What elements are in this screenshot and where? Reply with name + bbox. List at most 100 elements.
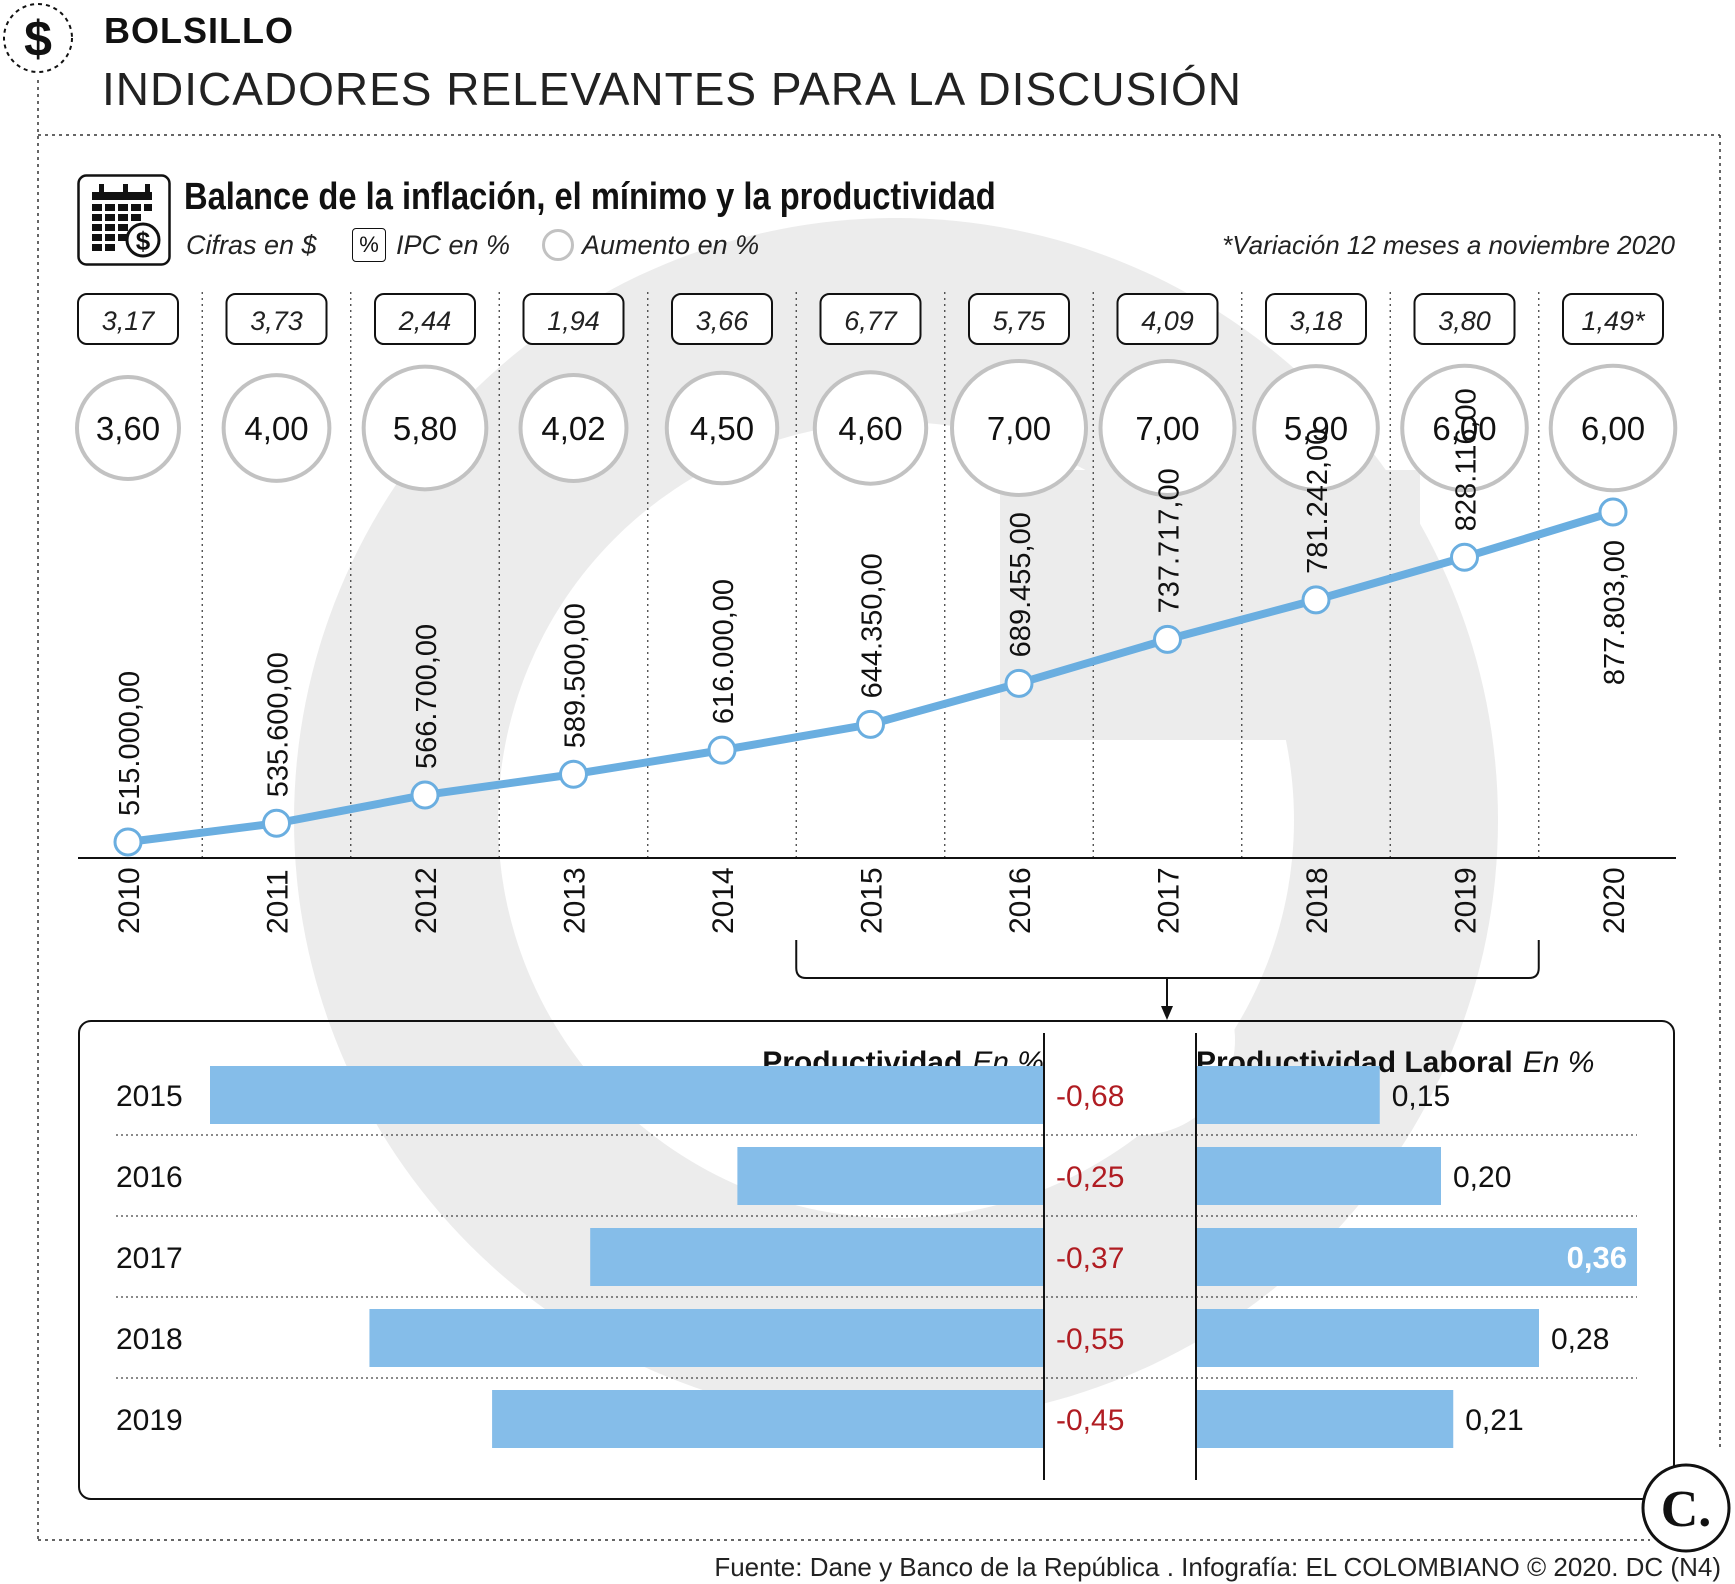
- x-tick-label: 2018: [1301, 867, 1334, 934]
- productividad-laboral-value-label: 0,15: [1392, 1080, 1450, 1113]
- aumento-label: 4,60: [838, 410, 902, 447]
- svg-text:$: $: [136, 226, 151, 256]
- logo-text: C.: [1661, 1481, 1712, 1538]
- section-label: BOLSILLO: [104, 10, 294, 51]
- ipc-box: [671, 293, 773, 345]
- el-colombiano-logo: C.: [1641, 1463, 1731, 1553]
- aumento-circle: [1400, 363, 1529, 493]
- value-label: 644.350,00: [857, 553, 889, 698]
- aumento-label: 5,80: [393, 410, 457, 447]
- ipc-label: 6,77: [844, 306, 898, 336]
- x-tick-label: 2012: [410, 867, 443, 934]
- ipc-box: [374, 293, 476, 345]
- data-point: [707, 735, 737, 765]
- productividad-value-label: -0,37: [1056, 1242, 1124, 1275]
- productividad-bar: [369, 1309, 1044, 1367]
- footnote: *Variación 12 meses a noviembre 2020: [1222, 230, 1675, 260]
- ipc-label: 1,94: [547, 306, 600, 336]
- ipc-label: 1,49*: [1581, 306, 1646, 336]
- ipc-label: 3,18: [1290, 306, 1343, 336]
- aumento-circle: [1098, 359, 1237, 497]
- value-label: 515.000,00: [114, 671, 146, 816]
- legend-aumento-swatch: [542, 229, 574, 261]
- data-point: [1004, 668, 1034, 698]
- aumento-circle: [950, 359, 1088, 497]
- row-category-label: 2018: [116, 1323, 183, 1356]
- aumento-circle: [221, 373, 332, 483]
- productividad-laboral-bar: [1196, 1066, 1380, 1124]
- value-label: 689.455,00: [1005, 512, 1037, 657]
- ipc-box: [968, 293, 1070, 345]
- aumento-label: 3,60: [96, 410, 160, 447]
- x-tick-label: 2020: [1598, 867, 1631, 934]
- aumento-circle: [664, 370, 780, 486]
- data-point: [262, 808, 291, 838]
- ipc-box: [77, 293, 179, 345]
- value-label: 737.717,00: [1154, 468, 1186, 613]
- productividad-bar: [590, 1228, 1044, 1286]
- productividad-value-label: -0,45: [1056, 1404, 1124, 1437]
- x-tick-label: 2013: [559, 867, 592, 934]
- data-point: [1301, 585, 1331, 615]
- data-point: [1598, 497, 1628, 527]
- chart-subtitle: Balance de la inflación, el mínimo y la …: [184, 176, 996, 218]
- ipc-label: 3,66: [696, 306, 750, 336]
- x-tick-label: 2016: [1004, 867, 1037, 934]
- ipc-label: 4,09: [1141, 306, 1194, 336]
- row-category-label: 2017: [116, 1242, 183, 1275]
- aumento-circle: [812, 370, 929, 486]
- line-chart: 3,17 3,73 2,44 1,94 3,66 6,77 5,75 4,09 3,18 3,80…: [75, 292, 1678, 1000]
- value-label: 877.803,00: [1599, 540, 1631, 685]
- data-point: [1450, 542, 1479, 572]
- panel-border: [78, 1020, 1675, 1500]
- productividad-laboral-unit: En %: [1523, 1046, 1595, 1079]
- x-tick-label: 2014: [707, 867, 740, 934]
- aumento-circle: [518, 373, 629, 483]
- x-tick-label: 2015: [856, 867, 889, 934]
- productividad-laboral-value-label: 0,36: [1567, 1240, 1627, 1275]
- value-label: 566.700,00: [411, 624, 443, 769]
- x-tick-label: 2011: [262, 869, 295, 934]
- legend-ipc: IPC en %: [396, 230, 511, 260]
- ipc-box: [819, 293, 922, 345]
- headline: INDICADORES RELEVANTES PARA LA DISCUSIÓN: [102, 63, 1243, 115]
- ipc-box: [1116, 293, 1219, 345]
- ipc-label: 3,17: [102, 306, 156, 336]
- value-label: 828.116,00: [1451, 388, 1483, 531]
- aumento-label: 5,90: [1284, 410, 1348, 447]
- productividad-laboral-value-label: 0,21: [1465, 1404, 1523, 1437]
- ipc-label: 3,73: [250, 306, 303, 336]
- aumento-circle: [1252, 364, 1380, 492]
- data-point: [1153, 624, 1182, 654]
- aumento-circle: [1548, 363, 1678, 493]
- ipc-label: 5,75: [993, 306, 1047, 336]
- ipc-box: [1413, 293, 1516, 345]
- productividad-value-label: -0,68: [1056, 1080, 1124, 1113]
- x-tick-label: 2010: [113, 867, 146, 934]
- value-label: 589.500,00: [560, 603, 592, 748]
- legend-ipc-swatch: %: [352, 228, 386, 262]
- aumento-circle: [361, 364, 489, 492]
- productividad-laboral-bar: [1196, 1147, 1441, 1205]
- ipc-box: [225, 293, 328, 345]
- productividad-laboral-value-label: 0,28: [1551, 1323, 1609, 1356]
- data-point: [113, 827, 143, 857]
- productividad-value-label: -0,25: [1056, 1161, 1124, 1194]
- svg-text:$: $: [24, 11, 52, 67]
- productividad-laboral-bar: [1196, 1390, 1454, 1448]
- productividad-bar: [492, 1390, 1044, 1448]
- x-tick-label: 2017: [1153, 867, 1186, 934]
- aumento-label: 4,02: [541, 410, 605, 447]
- source-credit: Fuente: Dane y Banco de la República . I…: [714, 1552, 1721, 1582]
- ipc-box: [1562, 293, 1664, 345]
- calendar-dollar-icon: $: [77, 174, 171, 266]
- dollar-icon: $: [3, 3, 73, 73]
- productividad-laboral-value-label: 0,20: [1453, 1161, 1511, 1194]
- productividad-laboral-bar: [1196, 1309, 1539, 1367]
- aumento-label: 7,00: [1135, 410, 1199, 447]
- ipc-box: [1265, 293, 1367, 345]
- productividad-bar: [210, 1066, 1044, 1124]
